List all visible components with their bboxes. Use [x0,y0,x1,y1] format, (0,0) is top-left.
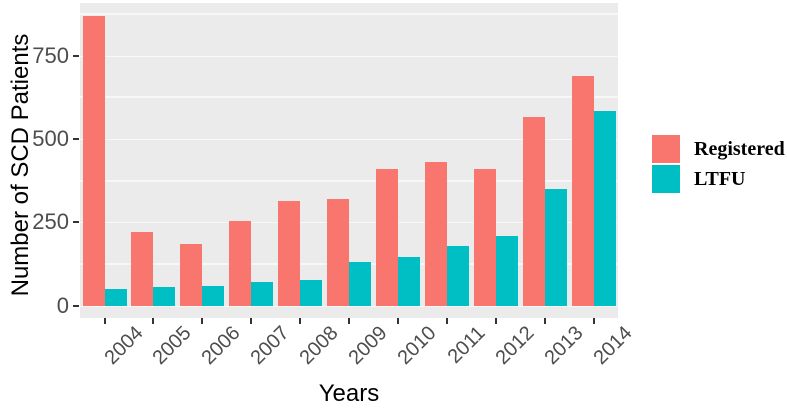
legend-label-registered: Registered [694,137,785,160]
y-tick-label-0: 0 [56,292,69,318]
x-tick-mark-2010 [396,318,399,324]
minor-gridline-625 [80,96,618,99]
bar-ltfu-2005 [153,287,176,306]
bar-registered-2009 [327,199,350,306]
legend-swatch-ltfu [652,165,680,193]
x-tick-mark-2008 [299,318,302,324]
bar-ltfu-2011 [446,246,469,306]
x-tick-mark-2014 [592,318,595,324]
major-gridline-750 [80,55,618,57]
bar-ltfu-2010 [397,257,420,306]
x-tick-mark-2013 [543,318,546,324]
bar-registered-2013 [522,117,545,306]
legend-item-ltfu: LTFU [652,165,785,193]
bar-ltfu-2009 [349,262,372,306]
x-tick-mark-2012 [494,318,497,324]
x-tick-mark-2011 [445,318,448,324]
bar-ltfu-2012 [495,236,518,306]
legend-label-ltfu: LTFU [694,167,746,190]
x-tick-mark-2005 [152,318,155,324]
minor-gridline-375 [80,179,618,182]
x-tick-mark-2007 [250,318,253,324]
x-tick-mark-2006 [201,318,204,324]
legend-swatch-registered [652,135,680,163]
legend: Registered LTFU [652,135,785,195]
plot-panel [80,3,618,318]
major-gridline-500 [80,139,618,141]
bar-registered-2012 [473,169,496,306]
bar-ltfu-2014 [593,110,616,306]
y-tick-label-250: 250 [32,209,69,235]
x-tick-mark-2009 [348,318,351,324]
bar-registered-2008 [278,200,301,306]
major-gridline-0 [80,305,618,307]
x-axis-title: Years [318,380,380,407]
bar-registered-2014 [571,75,594,306]
bar-ltfu-2007 [251,281,274,306]
bar-ltfu-2013 [544,189,567,306]
bar-registered-2011 [424,162,447,306]
minor-gridline-875 [80,13,618,16]
bar-ltfu-2008 [300,280,323,306]
bar-registered-2010 [375,169,398,306]
bar-ltfu-2004 [104,289,127,306]
y-tick-mark-0 [73,304,79,307]
bar-registered-2005 [131,232,154,306]
x-tick-mark-2004 [103,318,106,324]
bar-registered-2004 [82,15,105,306]
y-tick-mark-250 [73,221,79,224]
y-tick-mark-750 [73,54,79,57]
y-tick-label-500: 500 [32,126,69,152]
bar-registered-2006 [180,244,203,306]
y-tick-label-750: 750 [32,42,69,68]
bar-ltfu-2006 [202,286,225,306]
legend-item-registered: Registered [652,135,785,163]
bar-registered-2007 [229,220,252,306]
y-tick-mark-500 [73,138,79,141]
